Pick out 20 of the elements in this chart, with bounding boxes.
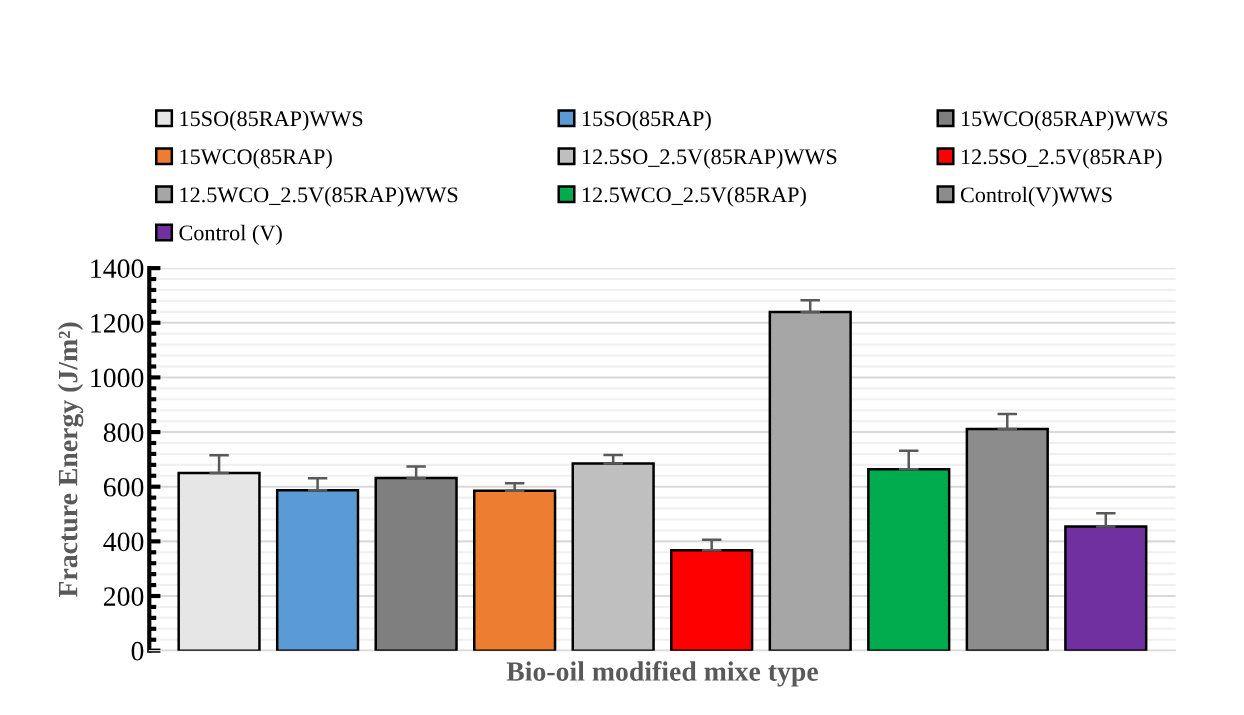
x-axis-title: Bio-oil modified mixe type <box>506 661 818 687</box>
legend-label: 12.5SO_2.5V(85RAP)WWS <box>582 148 837 169</box>
legend-label: 12.5WCO_2.5V(85RAP) <box>582 186 806 207</box>
legend-label: Control (V) <box>179 224 282 245</box>
legend-label: 15SO(85RAP)WWS <box>180 110 363 131</box>
y-tick-label: 1200 <box>91 313 144 333</box>
legend-label: 12.5SO_2.5V(85RAP) <box>961 148 1162 169</box>
y-tick-label: 0 <box>131 641 144 661</box>
legend-label: 15WCO(85RAP) <box>180 148 332 169</box>
y-tick-label: 800 <box>103 423 144 442</box>
y-tick-label: 400 <box>103 532 144 552</box>
legend-label: 12.5WCO_2.5V(85RAP)WWS <box>180 186 458 207</box>
y-axis-title: Fracture Energy (J/m²) <box>57 322 84 598</box>
legend-label: 15WCO(85RAP)WWS <box>961 110 1168 131</box>
y-tick-label: 1400 <box>91 259 144 279</box>
legend-label: 15SO(85RAP) <box>582 110 711 131</box>
y-tick-label: 600 <box>103 477 144 497</box>
y-tick-label: 200 <box>103 587 144 606</box>
legend-label: Control(V)WWS <box>960 186 1112 207</box>
y-tick-label: 1000 <box>91 368 144 388</box>
